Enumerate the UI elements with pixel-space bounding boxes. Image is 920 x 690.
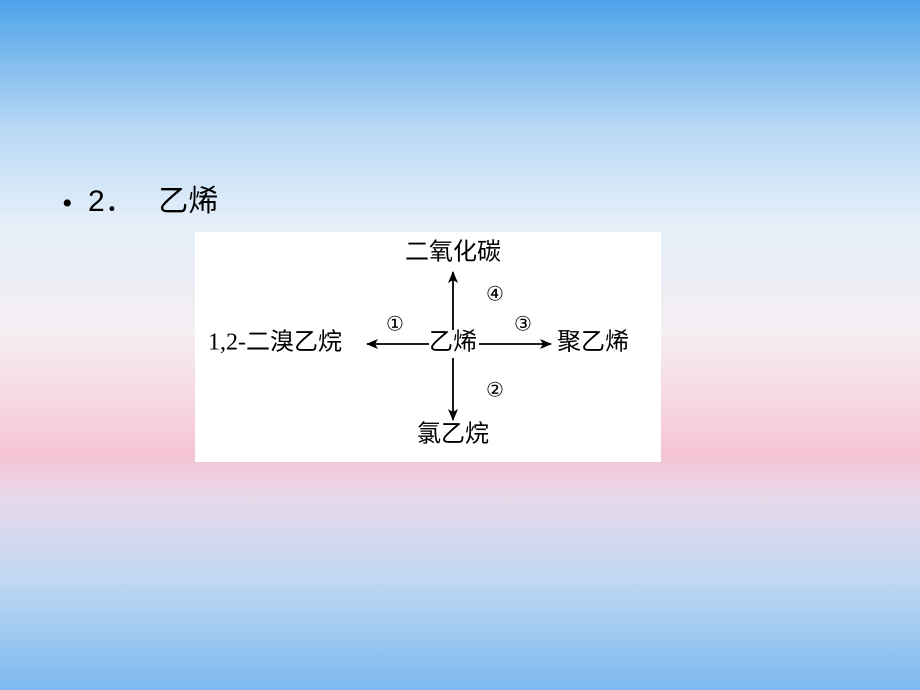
slide: • 2． 乙烯 ①②③④ 乙烯二氧化碳1,2-二溴乙烷聚乙烯氯乙烷 [0,0,920,690]
node-bottom: 氯乙烷 [417,421,489,448]
edge-mark-④: ④ [486,284,504,306]
edge-mark-③: ③ [514,314,532,336]
node-right: 聚乙烯 [557,329,629,356]
edge-mark-①: ① [386,314,404,336]
node-left: 1,2-二溴乙烷 [208,329,342,356]
edge-mark-②: ② [486,380,504,402]
slide-heading: • 2． 乙烯 [62,176,218,221]
node-top: 二氧化碳 [405,239,501,266]
bullet-dot: • [62,187,73,221]
diagram-svg: ① ② ③④ 乙烯 二氧化碳 1,2-二溴乙烷 聚乙烯氯乙烷 [195,232,661,462]
node-center: 乙烯 [429,329,477,356]
heading-title: 乙烯 [158,176,218,220]
reaction-diagram: ① ② ③④ 乙烯 二氧化碳 1,2-二溴乙烷 聚乙烯氯乙烷 [195,232,661,462]
heading-number: 2． [88,176,135,220]
